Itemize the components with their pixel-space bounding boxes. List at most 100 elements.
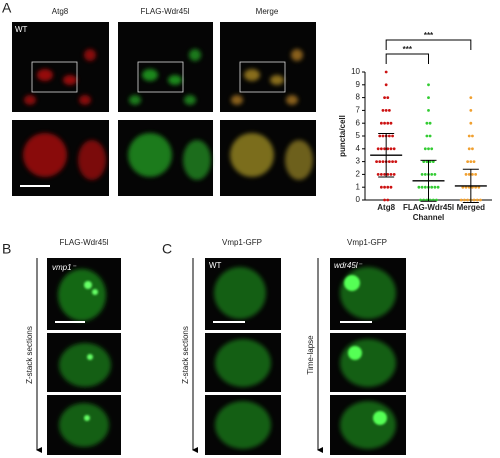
significance-label: ***: [424, 31, 434, 40]
data-point: [383, 173, 386, 176]
y-tick-label: 7: [356, 106, 361, 115]
data-point: [419, 198, 422, 202]
data-point: [423, 147, 427, 151]
data-point: [430, 185, 434, 189]
data-point: [381, 134, 385, 138]
x-tick-label: FLAG-Wdr45l: [403, 203, 454, 212]
micrographs-a: [12, 22, 316, 196]
data-point: [430, 147, 434, 151]
data-point: [391, 160, 394, 164]
data-point: [386, 121, 390, 125]
data-point: [422, 160, 426, 164]
y-tick-label: 0: [356, 195, 361, 204]
data-point: [391, 134, 394, 138]
data-point: [428, 134, 432, 138]
data-point: [471, 173, 474, 176]
y-tick-label: 2: [356, 170, 361, 179]
data-point: [420, 173, 424, 176]
data-point: [435, 198, 438, 202]
data-point: [387, 134, 391, 138]
data-point: [463, 198, 466, 202]
x-tick-label: Atg8: [377, 203, 395, 212]
y-tick-label: 8: [356, 93, 361, 102]
data-point: [392, 173, 396, 176]
data-point: [427, 147, 430, 151]
y-tick-label: 4: [356, 144, 361, 153]
significance-bracket: [385, 53, 429, 64]
data-point: [425, 134, 429, 138]
data-point: [471, 134, 474, 138]
genotype-label: WT: [15, 25, 28, 34]
data-point: [379, 121, 383, 125]
data-point: [430, 173, 434, 176]
data-point: [389, 185, 393, 189]
data-point: [467, 134, 471, 138]
data-point: [379, 185, 383, 189]
axis-label: Z-stack sections: [181, 326, 190, 384]
data-point: [383, 147, 386, 151]
column-heading: Merge: [256, 7, 279, 16]
y-axis-label: puncta/cell: [338, 115, 347, 157]
data-point: [472, 198, 476, 202]
data-point: [436, 185, 440, 189]
column-heading: FLAG-Wdr45l: [141, 7, 190, 16]
data-point: [384, 109, 388, 112]
data-point: [479, 198, 482, 202]
data-point: [464, 173, 468, 176]
data-point: [469, 96, 473, 99]
data-point: [466, 160, 470, 164]
column-heading: Vmp1-GFP: [222, 238, 262, 247]
data-point: [386, 96, 390, 99]
data-point: [423, 173, 427, 176]
data-point: [387, 109, 391, 112]
data-point: [425, 198, 429, 202]
y-tick-label: 5: [356, 131, 361, 140]
data-point: [386, 173, 390, 176]
data-point: [425, 121, 429, 125]
y-tick-label: 1: [356, 182, 361, 191]
data-point: [433, 185, 437, 189]
data-point: [381, 109, 385, 112]
x-tick-label: Merged: [457, 203, 486, 212]
data-point: [467, 147, 471, 151]
data-point: [427, 109, 430, 112]
data-point: [389, 173, 393, 176]
data-point: [383, 96, 386, 99]
genotype-label: wdr45l⁻: [334, 261, 363, 270]
data-point: [459, 198, 463, 202]
data-point: [466, 198, 470, 202]
data-point: [469, 109, 473, 112]
data-point: [387, 160, 391, 164]
y-tick-label: 3: [356, 157, 361, 166]
data-point: [431, 160, 435, 164]
data-point: [386, 198, 390, 202]
column-heading: FLAG-Wdr45l: [60, 238, 109, 247]
data-point: [428, 160, 432, 164]
data-point: [384, 83, 388, 87]
data-point: [472, 160, 476, 164]
data-point: [383, 185, 386, 189]
data-point: [428, 198, 432, 202]
data-point: [381, 160, 385, 164]
data-point: [420, 185, 424, 189]
data-point: [428, 121, 432, 125]
data-point: [469, 160, 473, 164]
data-point: [379, 173, 383, 176]
data-point: [386, 147, 390, 151]
data-point: [471, 147, 474, 151]
data-point: [475, 198, 479, 202]
data-point: [422, 198, 426, 202]
data-point: [378, 134, 382, 138]
data-point: [375, 160, 378, 164]
panel-letter: A: [2, 0, 12, 16]
panel-letter: C: [162, 241, 172, 257]
column-heading: Vmp1-GFP: [347, 238, 387, 247]
data-point: [427, 96, 430, 99]
column-heading: Atg8: [52, 7, 69, 16]
data-point: [386, 185, 390, 189]
x-axis-label: Channel: [413, 213, 445, 222]
genotype-label: vmp1⁻: [52, 263, 77, 272]
data-point: [469, 121, 473, 125]
data-point: [383, 198, 386, 202]
